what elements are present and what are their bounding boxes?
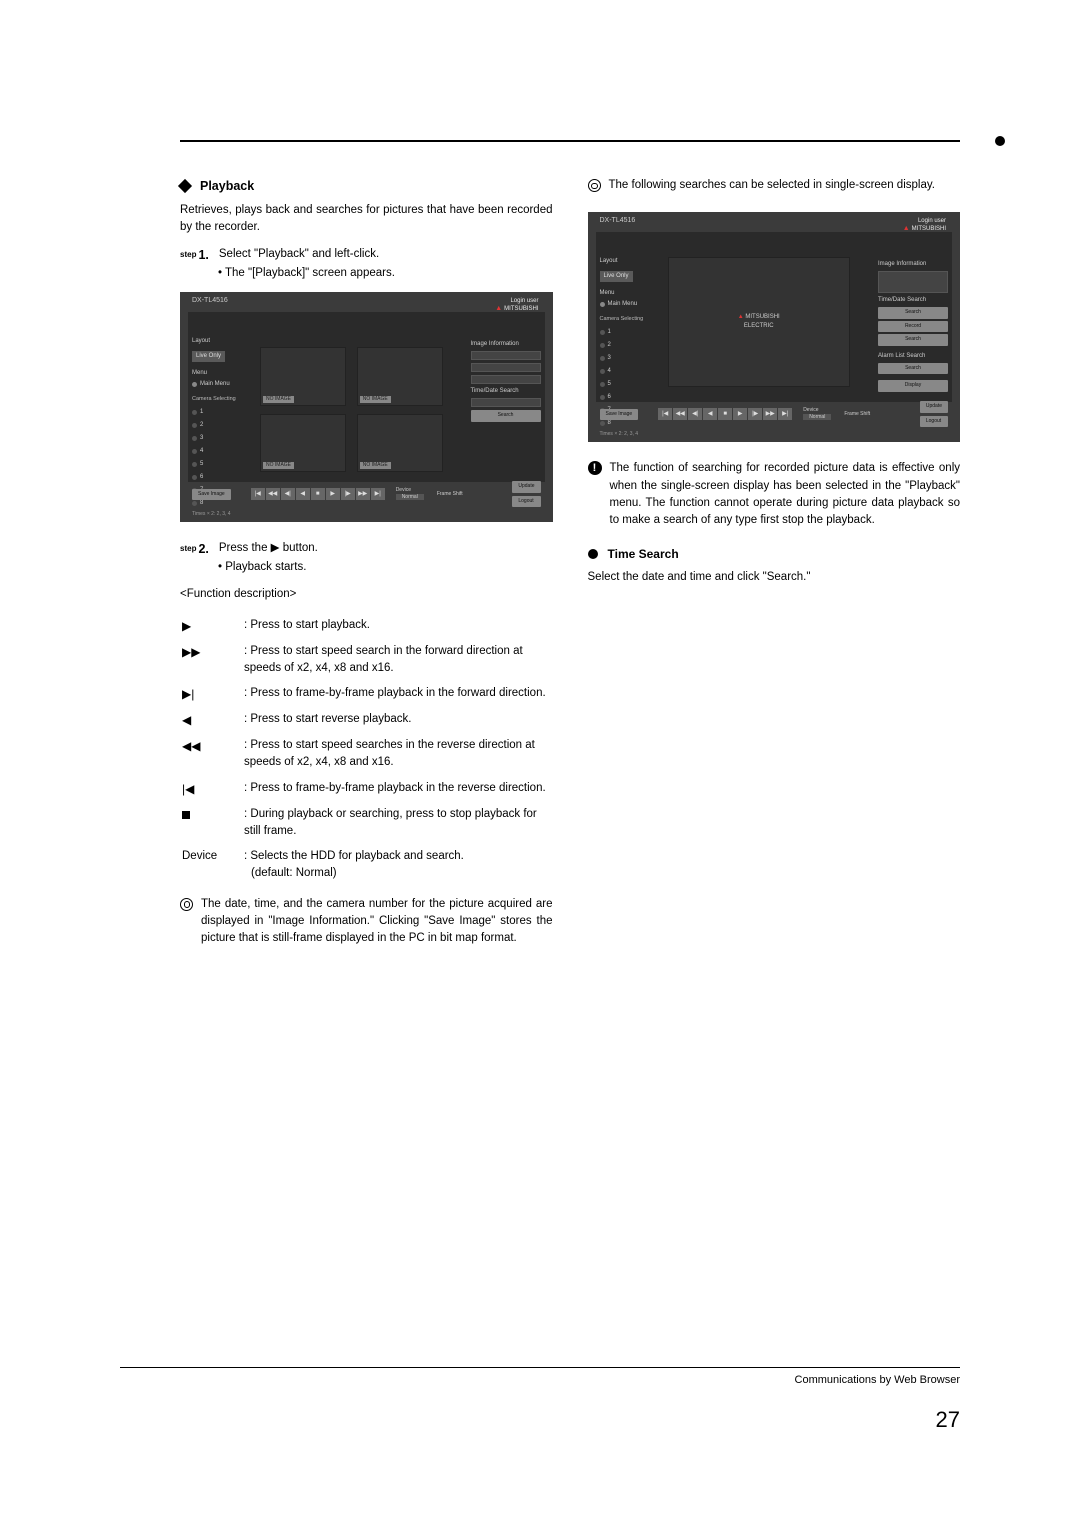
table-row: |◀: Press to frame-by-frame playback in … bbox=[182, 777, 551, 801]
table-row: ▶▶: Press to start speed search in the f… bbox=[182, 640, 551, 681]
frame-reverse-icon: |◀ bbox=[182, 777, 242, 801]
func-desc: : Press to start reverse playback. bbox=[244, 708, 551, 732]
table-row: ▶|: Press to frame-by-frame playback in … bbox=[182, 682, 551, 706]
center-brand: ▲ MITSUBISHI ELECTRIC bbox=[738, 313, 780, 331]
func-desc: : Press to start playback. bbox=[244, 614, 551, 638]
reverse-play-icon: ◀ bbox=[182, 708, 242, 732]
step-2-sub: • Playback starts. bbox=[218, 559, 553, 576]
product-label: DX-TL4516 bbox=[192, 296, 228, 307]
func-desc: : Press to start speed search in the for… bbox=[244, 640, 551, 681]
note-text: The date, time, and the camera number fo… bbox=[201, 896, 553, 948]
step-1-text: Select "Playback" and left-click. bbox=[219, 246, 553, 263]
note-icon bbox=[588, 179, 601, 192]
heading-text: Playback bbox=[200, 177, 254, 196]
table-row: ◀◀: Press to start speed searches in the… bbox=[182, 734, 551, 775]
transport-controls[interactable]: |◀◀◀◀|◀■▶|▶▶▶▶| bbox=[251, 488, 385, 500]
stop-icon bbox=[182, 803, 242, 844]
heading-text: Time Search bbox=[608, 545, 679, 563]
warning-icon: ! bbox=[588, 461, 602, 475]
product-label: DX-TL4516 bbox=[600, 216, 636, 227]
note-text: The following searches can be selected i… bbox=[609, 177, 935, 194]
page-number: 27 bbox=[180, 1403, 960, 1436]
warning-note: ! The function of searching for recorded… bbox=[588, 460, 961, 529]
function-table: ▶: Press to start playback. ▶▶: Press to… bbox=[180, 612, 553, 888]
intro-text: Retrieves, plays back and searches for p… bbox=[180, 202, 553, 237]
save-image-button[interactable]: Save Image bbox=[192, 489, 231, 501]
step-1-sub: • The "[Playback]" screen appears. bbox=[218, 265, 553, 282]
bullet-icon bbox=[588, 549, 598, 559]
transport-controls[interactable]: |◀◀◀◀|◀■▶|▶▶▶▶| bbox=[658, 408, 792, 420]
func-desc: : Press to frame-by-frame playback in th… bbox=[244, 777, 551, 801]
fast-reverse-icon: ◀◀ bbox=[182, 734, 242, 775]
table-row: Device : Selects the HDD for playback an… bbox=[182, 845, 551, 886]
device-desc: : Selects the HDD for playback and searc… bbox=[244, 845, 551, 886]
top-rule bbox=[180, 140, 960, 142]
step-2-num: 2. bbox=[198, 540, 208, 559]
screenshot-right-panel: Image Information Time/Date Search Searc… bbox=[878, 257, 948, 398]
footer-text: Communications by Web Browser bbox=[795, 1374, 960, 1386]
table-row: ▶: Press to start playback. bbox=[182, 614, 551, 638]
note-single-screen: The following searches can be selected i… bbox=[588, 177, 961, 194]
step-label-2: step bbox=[180, 540, 196, 555]
play-icon: ▶ bbox=[182, 614, 242, 638]
table-row: ◀: Press to start reverse playback. bbox=[182, 708, 551, 732]
heading-playback: Playback bbox=[180, 177, 553, 196]
time-search-body: Select the date and time and click "Sear… bbox=[588, 569, 961, 586]
function-description-title: <Function description> bbox=[180, 586, 553, 603]
step-2: step 2. Press the ▶ button. bbox=[180, 540, 553, 559]
func-desc: : Press to frame-by-frame playback in th… bbox=[244, 682, 551, 706]
screenshot-single: Login user ▲ MITSUBISHI ELECTRIC DX-TL45… bbox=[588, 212, 961, 442]
screenshot-quad: Login user ▲ MITSUBISHI ELECTRIC DX-TL45… bbox=[180, 292, 553, 522]
note-date-time: The date, time, and the camera number fo… bbox=[180, 896, 553, 948]
note-icon bbox=[180, 898, 193, 911]
func-desc: : Press to start speed searches in the r… bbox=[244, 734, 551, 775]
func-desc: : During playback or searching, press to… bbox=[244, 803, 551, 844]
step-1: step 1. Select "Playback" and left-click… bbox=[180, 246, 553, 265]
step-label: step bbox=[180, 246, 196, 261]
frame-forward-icon: ▶| bbox=[182, 682, 242, 706]
device-label: Device bbox=[182, 845, 242, 886]
fast-forward-icon: ▶▶ bbox=[182, 640, 242, 681]
table-row: : During playback or searching, press to… bbox=[182, 803, 551, 844]
left-column: Playback Retrieves, plays back and searc… bbox=[180, 177, 553, 947]
save-image-button[interactable]: Save Image bbox=[600, 409, 639, 421]
step-2-text: Press the ▶ button. bbox=[219, 540, 553, 557]
right-column: The following searches can be selected i… bbox=[588, 177, 961, 947]
screenshot-right-panel: Image Information Time/Date Search Searc… bbox=[471, 337, 541, 422]
heading-time-search: Time Search bbox=[588, 545, 961, 563]
warning-text: The function of searching for recorded p… bbox=[610, 460, 961, 529]
footer: Communications by Web Browser bbox=[120, 1367, 960, 1389]
step-1-num: 1. bbox=[198, 246, 208, 265]
diamond-icon bbox=[178, 179, 192, 193]
